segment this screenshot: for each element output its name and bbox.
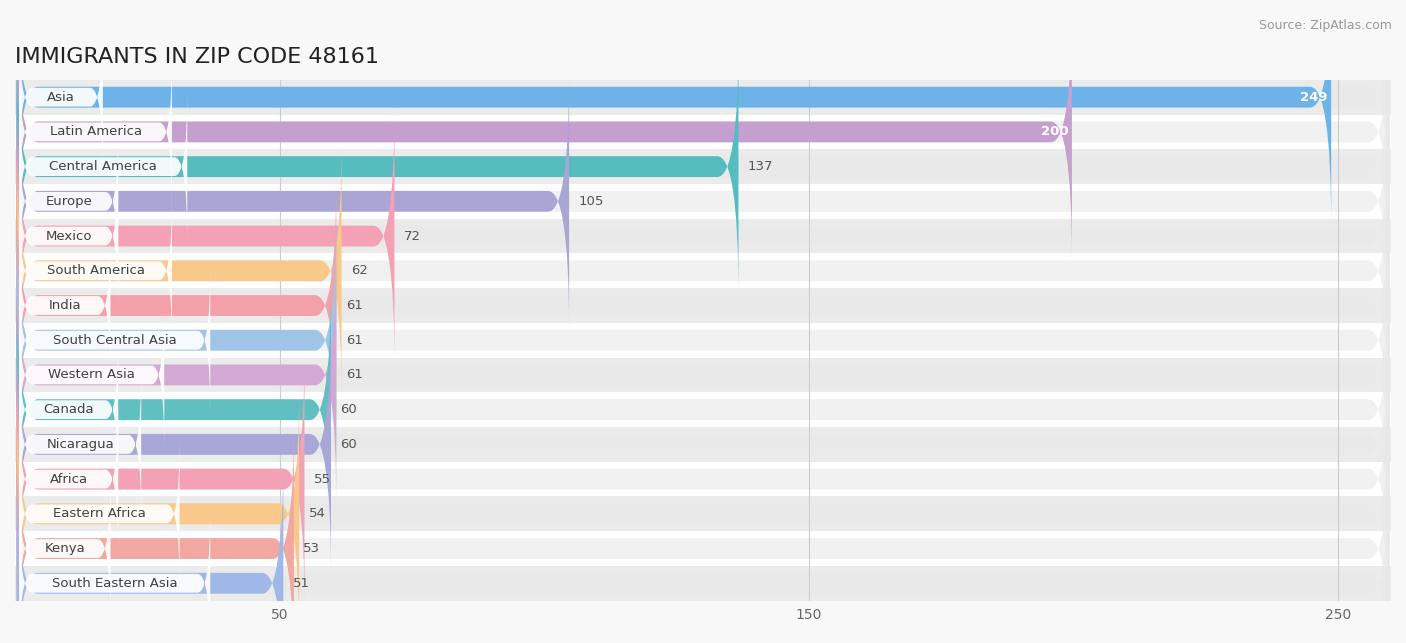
FancyBboxPatch shape: [20, 336, 118, 484]
FancyBboxPatch shape: [17, 420, 1389, 643]
FancyBboxPatch shape: [17, 38, 1389, 295]
FancyBboxPatch shape: [17, 212, 1389, 469]
FancyBboxPatch shape: [20, 405, 118, 553]
FancyBboxPatch shape: [17, 420, 294, 643]
Text: 60: 60: [340, 438, 357, 451]
Text: 105: 105: [579, 195, 605, 208]
FancyBboxPatch shape: [17, 177, 1389, 434]
Text: Asia: Asia: [48, 91, 75, 104]
FancyBboxPatch shape: [20, 58, 172, 206]
Text: 249: 249: [1301, 91, 1327, 104]
Text: 62: 62: [352, 264, 368, 277]
Text: 51: 51: [292, 577, 309, 590]
Text: Canada: Canada: [44, 403, 94, 416]
Text: Western Asia: Western Asia: [48, 368, 135, 381]
FancyBboxPatch shape: [20, 231, 111, 379]
FancyBboxPatch shape: [20, 162, 118, 310]
FancyBboxPatch shape: [17, 385, 299, 642]
Text: 60: 60: [340, 403, 357, 416]
Text: 61: 61: [346, 299, 363, 312]
Bar: [15, 566, 1391, 601]
FancyBboxPatch shape: [20, 23, 103, 171]
Text: Mexico: Mexico: [45, 230, 91, 242]
FancyBboxPatch shape: [17, 142, 1389, 399]
FancyBboxPatch shape: [20, 93, 187, 240]
Text: Source: ZipAtlas.com: Source: ZipAtlas.com: [1258, 19, 1392, 32]
Text: Nicaragua: Nicaragua: [46, 438, 114, 451]
Text: Eastern Africa: Eastern Africa: [53, 507, 146, 520]
Text: 137: 137: [748, 160, 773, 173]
FancyBboxPatch shape: [17, 350, 305, 608]
Text: Latin America: Latin America: [49, 125, 142, 138]
FancyBboxPatch shape: [17, 316, 330, 573]
Bar: [15, 114, 1391, 149]
FancyBboxPatch shape: [17, 385, 1389, 642]
FancyBboxPatch shape: [17, 107, 1389, 365]
FancyBboxPatch shape: [20, 127, 118, 275]
Bar: [15, 184, 1391, 219]
FancyBboxPatch shape: [17, 455, 284, 643]
FancyBboxPatch shape: [20, 266, 211, 414]
FancyBboxPatch shape: [17, 316, 1389, 573]
Bar: [15, 462, 1391, 496]
FancyBboxPatch shape: [17, 212, 336, 469]
Text: India: India: [49, 299, 82, 312]
FancyBboxPatch shape: [17, 142, 342, 399]
FancyBboxPatch shape: [17, 38, 738, 295]
FancyBboxPatch shape: [17, 73, 1389, 330]
FancyBboxPatch shape: [20, 509, 211, 643]
Text: 53: 53: [304, 542, 321, 555]
Bar: [15, 531, 1391, 566]
FancyBboxPatch shape: [17, 3, 1389, 260]
FancyBboxPatch shape: [17, 350, 1389, 608]
Text: Europe: Europe: [45, 195, 93, 208]
Bar: [15, 358, 1391, 392]
Bar: [15, 392, 1391, 427]
Bar: [15, 219, 1391, 253]
FancyBboxPatch shape: [17, 246, 336, 503]
FancyBboxPatch shape: [17, 281, 330, 538]
Text: 61: 61: [346, 334, 363, 347]
Bar: [15, 80, 1391, 114]
FancyBboxPatch shape: [17, 455, 1389, 643]
Text: 54: 54: [309, 507, 326, 520]
FancyBboxPatch shape: [17, 0, 1331, 226]
FancyBboxPatch shape: [20, 370, 141, 518]
FancyBboxPatch shape: [17, 281, 1389, 538]
Bar: [15, 253, 1391, 288]
FancyBboxPatch shape: [20, 197, 172, 345]
Text: Africa: Africa: [49, 473, 87, 485]
FancyBboxPatch shape: [20, 440, 180, 588]
Text: South Central Asia: South Central Asia: [53, 334, 177, 347]
Text: Central America: Central America: [49, 160, 157, 173]
FancyBboxPatch shape: [17, 3, 1071, 260]
Text: South Eastern Asia: South Eastern Asia: [52, 577, 177, 590]
FancyBboxPatch shape: [17, 73, 569, 330]
FancyBboxPatch shape: [17, 246, 1389, 503]
Bar: [15, 323, 1391, 358]
Bar: [15, 288, 1391, 323]
Text: Kenya: Kenya: [45, 542, 86, 555]
Text: 72: 72: [404, 230, 420, 242]
FancyBboxPatch shape: [17, 107, 395, 365]
Text: 61: 61: [346, 368, 363, 381]
Text: 200: 200: [1040, 125, 1069, 138]
Bar: [15, 496, 1391, 531]
Text: IMMIGRANTS IN ZIP CODE 48161: IMMIGRANTS IN ZIP CODE 48161: [15, 47, 380, 67]
FancyBboxPatch shape: [20, 301, 165, 449]
Text: South America: South America: [46, 264, 145, 277]
FancyBboxPatch shape: [17, 177, 336, 434]
FancyBboxPatch shape: [20, 475, 111, 622]
Bar: [15, 149, 1391, 184]
Text: 55: 55: [314, 473, 330, 485]
FancyBboxPatch shape: [17, 0, 1389, 226]
Bar: [15, 427, 1391, 462]
